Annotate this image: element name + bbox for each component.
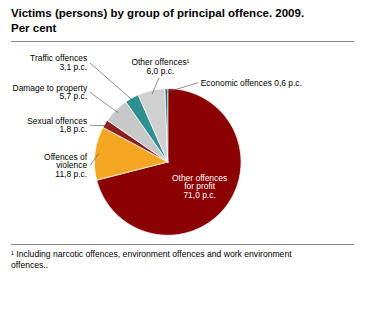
- svg-text:Other offencesfor profit71,0 p: Other offencesfor profit71,0 p.c.: [172, 173, 227, 200]
- html-text:¹ Including narcotic offences,: ¹ Including narcotic offences, environme…: [11, 248, 292, 271]
- svg-text:Damage to property5,7 p.c.: Damage to property5,7 p.c.: [13, 83, 88, 101]
- svg-text:Traffic offences3,1 p.c.: Traffic offences3,1 p.c.: [30, 53, 87, 71]
- html-text:Victims (persons) by group of: Victims (persons) by group of principal …: [11, 7, 305, 34]
- svg-text:Economic offences 0,6 p.c.: Economic offences 0,6 p.c.: [201, 77, 302, 87]
- svg-text:Other offences¹6,0 p.c.: Other offences¹6,0 p.c.: [131, 57, 189, 75]
- svg-text:Sexual offences1,8 p.c.: Sexual offences1,8 p.c.: [27, 116, 87, 134]
- svg-text:Offences ofviolence11,8 p.c.: Offences ofviolence11,8 p.c.: [44, 152, 88, 179]
